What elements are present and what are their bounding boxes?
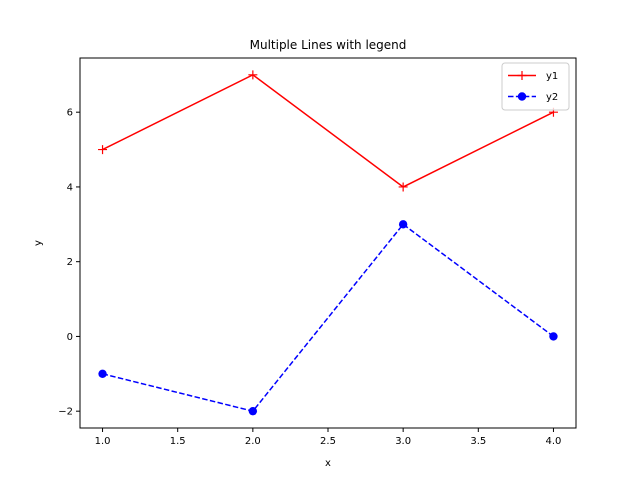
series-y1-point <box>398 182 408 192</box>
series-y1-point <box>248 70 258 80</box>
legend-y2-marker <box>517 92 527 101</box>
x-tick-label: 1.0 <box>95 436 111 447</box>
x-tick-label: 4.0 <box>546 436 562 447</box>
x-tick-label: 2.5 <box>320 436 336 447</box>
y-axis-ticks: −2 0 2 4 6 <box>58 108 80 418</box>
chart-title: Multiple Lines with legend <box>250 38 407 52</box>
series-y2-point <box>549 332 558 341</box>
legend: y1 y2 <box>501 62 570 111</box>
legend-y1-marker <box>517 71 527 80</box>
series-y1-line <box>102 73 554 188</box>
x-tick-label: 1.5 <box>170 436 186 447</box>
series-y2-line <box>102 223 554 413</box>
y-tick-label: 2 <box>67 257 73 268</box>
x-tick-label: 3.5 <box>470 436 486 447</box>
x-tick-label: 2.0 <box>245 436 261 447</box>
legend-y1-label: y1 <box>546 71 558 82</box>
series-y2-point <box>98 369 107 379</box>
y-tick-label: −2 <box>58 407 73 418</box>
plot-frame <box>79 57 577 429</box>
legend-box <box>501 62 570 111</box>
series-y1-point <box>98 145 108 155</box>
series-y2-point <box>398 220 408 229</box>
x-axis-label: x <box>325 458 331 469</box>
y-axis-label: y <box>33 240 44 246</box>
y-tick-label: 6 <box>67 108 73 119</box>
series-y2-point <box>248 406 258 416</box>
legend-y2-label: y2 <box>546 92 558 103</box>
y-tick-label: 0 <box>67 332 73 343</box>
plot-lines <box>98 70 558 416</box>
y-tick-label: 4 <box>67 182 73 193</box>
x-axis-ticks: 1.0 1.5 2.0 2.5 3.0 3.5 4.0 <box>95 428 562 447</box>
x-tick-label: 3.0 <box>395 436 411 447</box>
